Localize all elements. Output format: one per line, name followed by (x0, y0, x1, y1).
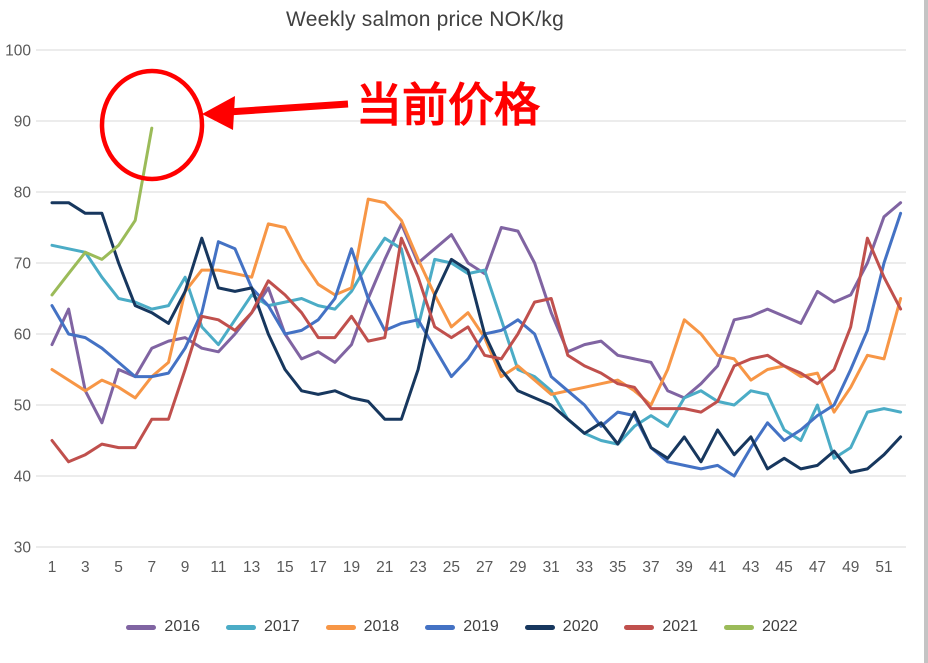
legend-label-2019: 2019 (463, 618, 499, 635)
series-line-2022 (50, 126, 154, 297)
x-tick-label-25: 25 (443, 559, 460, 576)
series-line-2018 (50, 197, 903, 414)
chart-title: Weekly salmon price NOK/kg (286, 8, 564, 31)
annotation-label: 当前价格 (356, 79, 540, 131)
x-tick-label-11: 11 (210, 559, 226, 576)
annotation-arrow-head (202, 96, 235, 130)
legend-label-2017: 2017 (264, 618, 300, 635)
series-line-2021 (50, 236, 903, 464)
legend-marker-2016 (126, 624, 157, 630)
series-line-2019 (50, 211, 903, 478)
y-tick-label-90: 90 (14, 114, 32, 131)
legend-label-2021: 2021 (662, 618, 698, 635)
y-tick-label-70: 70 (14, 256, 32, 273)
series-line-2020 (50, 201, 903, 474)
x-tick-label-33: 33 (576, 559, 593, 576)
legend-item-2016: 2016 (126, 618, 200, 636)
legend-marker-2020 (524, 624, 555, 630)
x-tick-label-17: 17 (310, 559, 327, 576)
x-tick-label-41: 41 (709, 559, 726, 576)
y-tick-label-30: 30 (14, 540, 32, 557)
legend-label-2020: 2020 (562, 618, 599, 635)
x-tick-label-15: 15 (276, 559, 293, 576)
x-tick-label-45: 45 (776, 559, 793, 576)
legend-item-2017: 2017 (226, 618, 300, 636)
highlight-circle (99, 68, 205, 182)
x-tick-label-13: 13 (243, 559, 260, 576)
legend-label-2016: 2016 (164, 618, 201, 635)
x-tick-label-1: 1 (48, 559, 57, 576)
legend-label-2022: 2022 (761, 618, 798, 635)
x-tick-label-9: 9 (181, 559, 190, 576)
x-tick-label-31: 31 (543, 559, 560, 576)
x-tick-label-19: 19 (343, 559, 360, 576)
x-tick-label-27: 27 (476, 559, 493, 576)
x-tick-label-49: 49 (842, 559, 859, 576)
legend-item-2021: 2021 (624, 618, 698, 636)
y-tick-label-50: 50 (14, 398, 32, 415)
legend-marker-2021 (624, 624, 655, 630)
y-tick-label-40: 40 (14, 469, 32, 486)
y-tick-label-80: 80 (14, 185, 32, 202)
legend-item-2019: 2019 (425, 618, 499, 636)
x-tick-label-39: 39 (676, 559, 693, 576)
x-tick-label-21: 21 (376, 559, 393, 576)
x-tick-label-5: 5 (114, 559, 123, 576)
x-tick-label-43: 43 (742, 559, 759, 576)
legend-item-2022: 2022 (723, 618, 798, 636)
x-tick-label-3: 3 (81, 559, 90, 576)
legend-marker-2022 (723, 624, 754, 630)
legend-label-2018: 2018 (363, 618, 400, 635)
chart-legend: 2016 2017 2018 2019 2020 2021 2022 (0, 618, 924, 636)
series-line-2017 (50, 236, 903, 460)
x-tick-label-7: 7 (148, 559, 157, 576)
x-tick-label-51: 51 (875, 559, 892, 576)
x-tick-label-35: 35 (609, 559, 626, 576)
y-tick-label-60: 60 (14, 327, 32, 344)
y-tick-label-100: 100 (5, 43, 31, 60)
x-tick-label-23: 23 (409, 559, 426, 576)
x-tick-label-47: 47 (809, 559, 826, 576)
legend-marker-2018 (325, 624, 356, 630)
legend-item-2020: 2020 (524, 618, 599, 636)
legend-marker-2017 (226, 624, 257, 630)
x-tick-label-29: 29 (509, 559, 526, 576)
legend-marker-2019 (425, 624, 456, 630)
legend-item-2018: 2018 (325, 618, 400, 636)
x-tick-label-37: 37 (642, 559, 659, 576)
annotation-arrow-shaft (227, 100, 349, 116)
